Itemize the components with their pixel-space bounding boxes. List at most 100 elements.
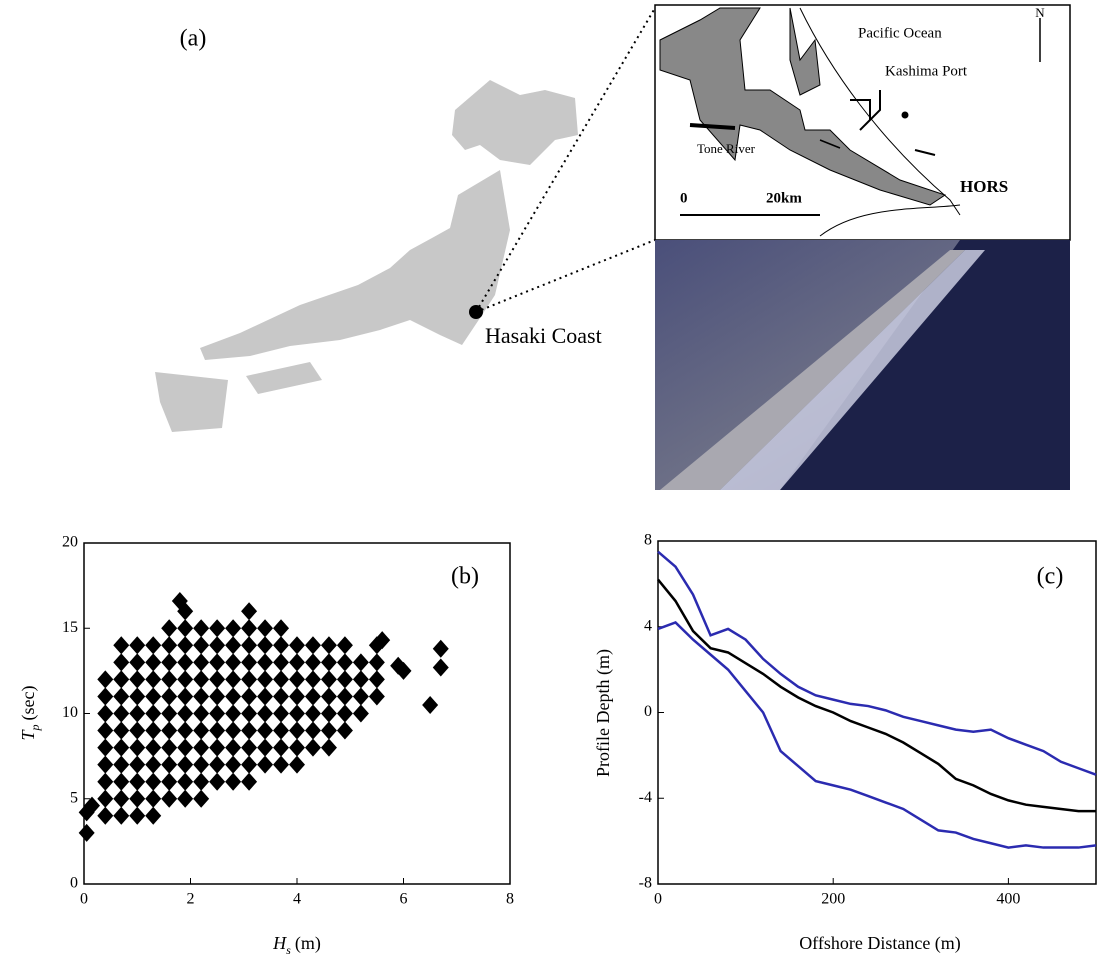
scatter-point	[257, 653, 274, 672]
scatter-point	[395, 661, 412, 680]
scatter-point	[129, 721, 146, 740]
scatter-point	[336, 704, 353, 723]
japan-map	[155, 80, 578, 432]
scatter-point	[336, 670, 353, 689]
scatter-point	[257, 636, 274, 655]
scatter-panel: (b) Tp (sec) Hs (m) 0 2 4 6 8 0 5 10 15 20	[18, 534, 514, 957]
scatter-point	[289, 653, 305, 672]
x-axis-symbol: H	[272, 933, 287, 953]
scatter-point	[209, 636, 226, 655]
x-tick-label: 2	[187, 891, 195, 908]
scatter-point	[209, 687, 226, 706]
scatter-point	[113, 738, 130, 757]
x-tick-label: 200	[821, 891, 845, 908]
scatter-point	[241, 738, 258, 757]
panel-label: (c)	[1037, 564, 1064, 590]
scatter-point	[177, 704, 194, 723]
scatter-point	[145, 687, 162, 706]
scatter-point	[161, 772, 178, 791]
scatter-point	[289, 721, 305, 740]
scatter-point	[209, 619, 226, 638]
scatter-point	[161, 738, 178, 757]
scatter-point	[83, 796, 100, 815]
line-series	[657, 550, 1097, 776]
scatter-point	[209, 721, 226, 740]
scatter-point	[241, 687, 258, 706]
x-axis-label: Offshore Distance (m)	[799, 933, 961, 954]
y-tick-label: 10	[62, 704, 78, 721]
scatter-point	[129, 789, 146, 808]
zoom-line	[475, 239, 656, 313]
y-tick-label: 15	[62, 619, 78, 636]
scatter-point	[368, 670, 385, 689]
y-tick-label: 8	[644, 532, 652, 549]
scatter-point	[289, 636, 305, 655]
scatter-point	[241, 670, 258, 689]
site-label: Hasaki Coast	[485, 323, 602, 348]
scatter-point	[241, 704, 258, 723]
scatter-point	[241, 619, 258, 638]
x-tick-label: 0	[80, 891, 88, 908]
scatter-point	[336, 636, 353, 655]
scatter-point	[161, 619, 178, 638]
scatter-point	[113, 755, 130, 774]
scatter-point	[273, 755, 290, 774]
scatter-point	[161, 670, 178, 689]
scatter-point	[177, 772, 194, 791]
scatter-point	[177, 789, 194, 808]
x-tick-label: 6	[400, 891, 408, 908]
scatter-point	[97, 755, 114, 774]
scatter-point	[145, 636, 162, 655]
port-label: Kashima Port	[885, 63, 968, 79]
scatter-point	[145, 806, 162, 825]
scatter-point	[225, 687, 242, 706]
aerial-photo	[655, 240, 1070, 490]
scatter-point	[177, 755, 194, 774]
scatter-point	[161, 721, 178, 740]
scatter-point	[209, 772, 226, 791]
scatter-point	[273, 738, 290, 757]
scatter-point	[161, 687, 178, 706]
scatter-point	[289, 687, 305, 706]
scatter-point	[209, 704, 226, 723]
scatter-point	[257, 704, 274, 723]
scatter-point	[304, 704, 321, 723]
scatter-point	[97, 687, 114, 706]
y-axis-label: Profile Depth (m)	[593, 649, 614, 777]
scatter-point	[241, 721, 258, 740]
scatter-point	[129, 772, 146, 791]
scatter-point	[336, 653, 353, 672]
scatter-point	[257, 755, 274, 774]
line-series	[657, 621, 1097, 849]
scatter-point	[193, 738, 210, 757]
scatter-point	[193, 789, 210, 808]
scatter-point	[209, 755, 226, 774]
scatter-point	[177, 619, 194, 638]
scatter-point	[241, 636, 258, 655]
scatter-point	[193, 619, 210, 638]
scatter-point	[304, 721, 321, 740]
y-tick-label: 5	[70, 789, 78, 806]
scatter-point	[289, 704, 305, 723]
scatter-point	[352, 653, 369, 672]
scatter-point	[352, 670, 369, 689]
x-axis-subscript: s	[286, 943, 291, 957]
scatter-point	[304, 636, 321, 655]
scatter-point	[113, 721, 130, 740]
scatter-point	[97, 670, 114, 689]
scatter-point	[368, 687, 385, 706]
y-tick-label: 0	[644, 703, 652, 720]
scatter-point	[225, 772, 242, 791]
scatter-point	[273, 687, 290, 706]
y-tick-label: -8	[639, 875, 652, 892]
line-panel: (c) Profile Depth (m) Offshore Distance …	[593, 532, 1097, 954]
scatter-point	[320, 738, 337, 757]
scatter-point	[225, 738, 242, 757]
scatter-point	[422, 695, 439, 714]
scatter-point	[304, 687, 321, 706]
scatter-point	[352, 704, 369, 723]
inset-geography	[659, 7, 1041, 237]
scatter-point	[177, 653, 194, 672]
scatter-point	[161, 755, 178, 774]
